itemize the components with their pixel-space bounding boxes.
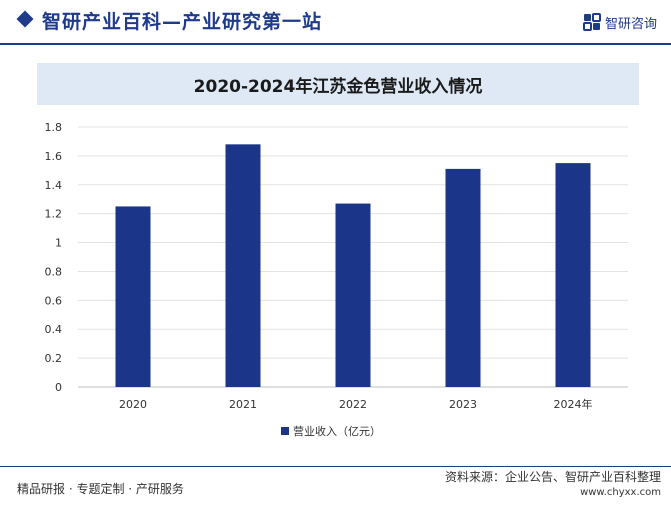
footer-services: 精品研报 · 专题定制 · 产研服务 — [17, 482, 184, 496]
x-tick-label: 2022 — [339, 398, 367, 411]
x-tick-label: 2021 — [229, 398, 257, 411]
x-axis: 2020 2021 2022 2023 2024年 — [119, 397, 593, 411]
bar-2024年 — [555, 163, 591, 387]
y-tick-label: 0.2 — [45, 352, 63, 365]
chart-title: 2020-2024年江苏金色营业收入情况 — [193, 76, 483, 97]
y-tick-label: 1.2 — [45, 208, 63, 221]
y-tick-label: 1.4 — [45, 179, 63, 192]
x-tick-label: 2024年 — [554, 397, 593, 411]
x-tick-label: 2023 — [449, 398, 477, 411]
bar-2022 — [335, 203, 371, 387]
footer-divider — [0, 466, 671, 467]
y-tick-label: 0.8 — [45, 265, 63, 278]
y-axis: 0 0.2 0.4 0.6 0.8 1 1.2 1.4 1.6 1.8 — [45, 121, 63, 394]
bars — [115, 144, 591, 387]
page-footer: 精品研报 · 专题定制 · 产研服务 资料来源：企业公告、智研产业百科整理 ww… — [0, 466, 671, 512]
y-tick-label: 0.4 — [45, 323, 63, 336]
page-title: 智研产业百科—产业研究第一站 — [42, 11, 323, 33]
brand-logo-icon — [582, 13, 601, 31]
page-header: 智研产业百科—产业研究第一站 智研咨询 — [0, 0, 671, 45]
x-tick-label: 2020 — [119, 398, 147, 411]
y-tick-label: 0.6 — [45, 294, 63, 307]
bar-2020 — [115, 206, 151, 387]
y-tick-label: 0 — [55, 381, 62, 394]
y-tick-label: 1 — [55, 237, 62, 250]
footer-url[interactable]: www.chyxx.com — [580, 487, 661, 498]
y-tick-label: 1.8 — [45, 121, 63, 134]
legend: 营业收入（亿元） — [281, 424, 381, 438]
bar-2023 — [445, 168, 481, 387]
bar-2021 — [225, 144, 261, 387]
legend-label: 营业收入（亿元） — [293, 424, 381, 438]
chart-title-band: 2020-2024年江苏金色营业收入情况 — [37, 63, 639, 105]
legend-swatch — [281, 427, 289, 435]
y-tick-label: 1.6 — [45, 150, 63, 163]
header-divider — [0, 43, 671, 45]
footer-source: 资料来源：企业公告、智研产业百科整理 — [444, 470, 661, 484]
brand-logo[interactable]: 智研咨询 — [582, 12, 657, 32]
brand-logo-text: 智研咨询 — [604, 16, 657, 32]
